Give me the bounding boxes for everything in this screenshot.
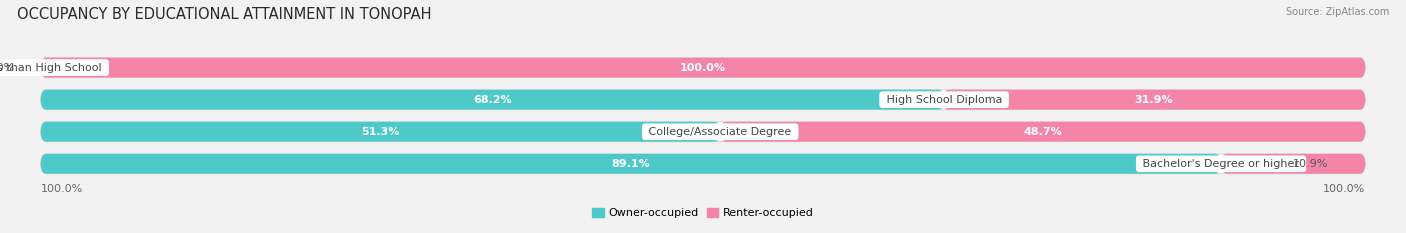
FancyBboxPatch shape (41, 90, 1365, 110)
FancyBboxPatch shape (41, 154, 1220, 174)
Text: 48.7%: 48.7% (1024, 127, 1062, 137)
Text: 100.0%: 100.0% (681, 63, 725, 73)
FancyBboxPatch shape (41, 90, 945, 110)
Text: College/Associate Degree: College/Associate Degree (645, 127, 796, 137)
FancyBboxPatch shape (943, 90, 1365, 110)
Legend: Owner-occupied, Renter-occupied: Owner-occupied, Renter-occupied (592, 208, 814, 218)
Text: 10.9%: 10.9% (1294, 159, 1329, 169)
Text: High School Diploma: High School Diploma (883, 95, 1005, 105)
Text: 100.0%: 100.0% (1323, 184, 1365, 194)
Text: Less than High School: Less than High School (0, 63, 105, 73)
FancyBboxPatch shape (41, 122, 720, 142)
Text: OCCUPANCY BY EDUCATIONAL ATTAINMENT IN TONOPAH: OCCUPANCY BY EDUCATIONAL ATTAINMENT IN T… (17, 7, 432, 22)
FancyBboxPatch shape (1220, 154, 1365, 174)
Text: Source: ZipAtlas.com: Source: ZipAtlas.com (1285, 7, 1389, 17)
Text: 68.2%: 68.2% (472, 95, 512, 105)
Text: 31.9%: 31.9% (1135, 95, 1174, 105)
Text: 51.3%: 51.3% (361, 127, 399, 137)
Text: 89.1%: 89.1% (612, 159, 650, 169)
Text: 0.0%: 0.0% (0, 63, 14, 73)
FancyBboxPatch shape (41, 154, 1365, 174)
FancyBboxPatch shape (41, 58, 1365, 78)
Text: 100.0%: 100.0% (41, 184, 83, 194)
FancyBboxPatch shape (41, 122, 1365, 142)
FancyBboxPatch shape (41, 58, 1365, 78)
FancyBboxPatch shape (720, 122, 1365, 142)
Text: Bachelor's Degree or higher: Bachelor's Degree or higher (1139, 159, 1303, 169)
